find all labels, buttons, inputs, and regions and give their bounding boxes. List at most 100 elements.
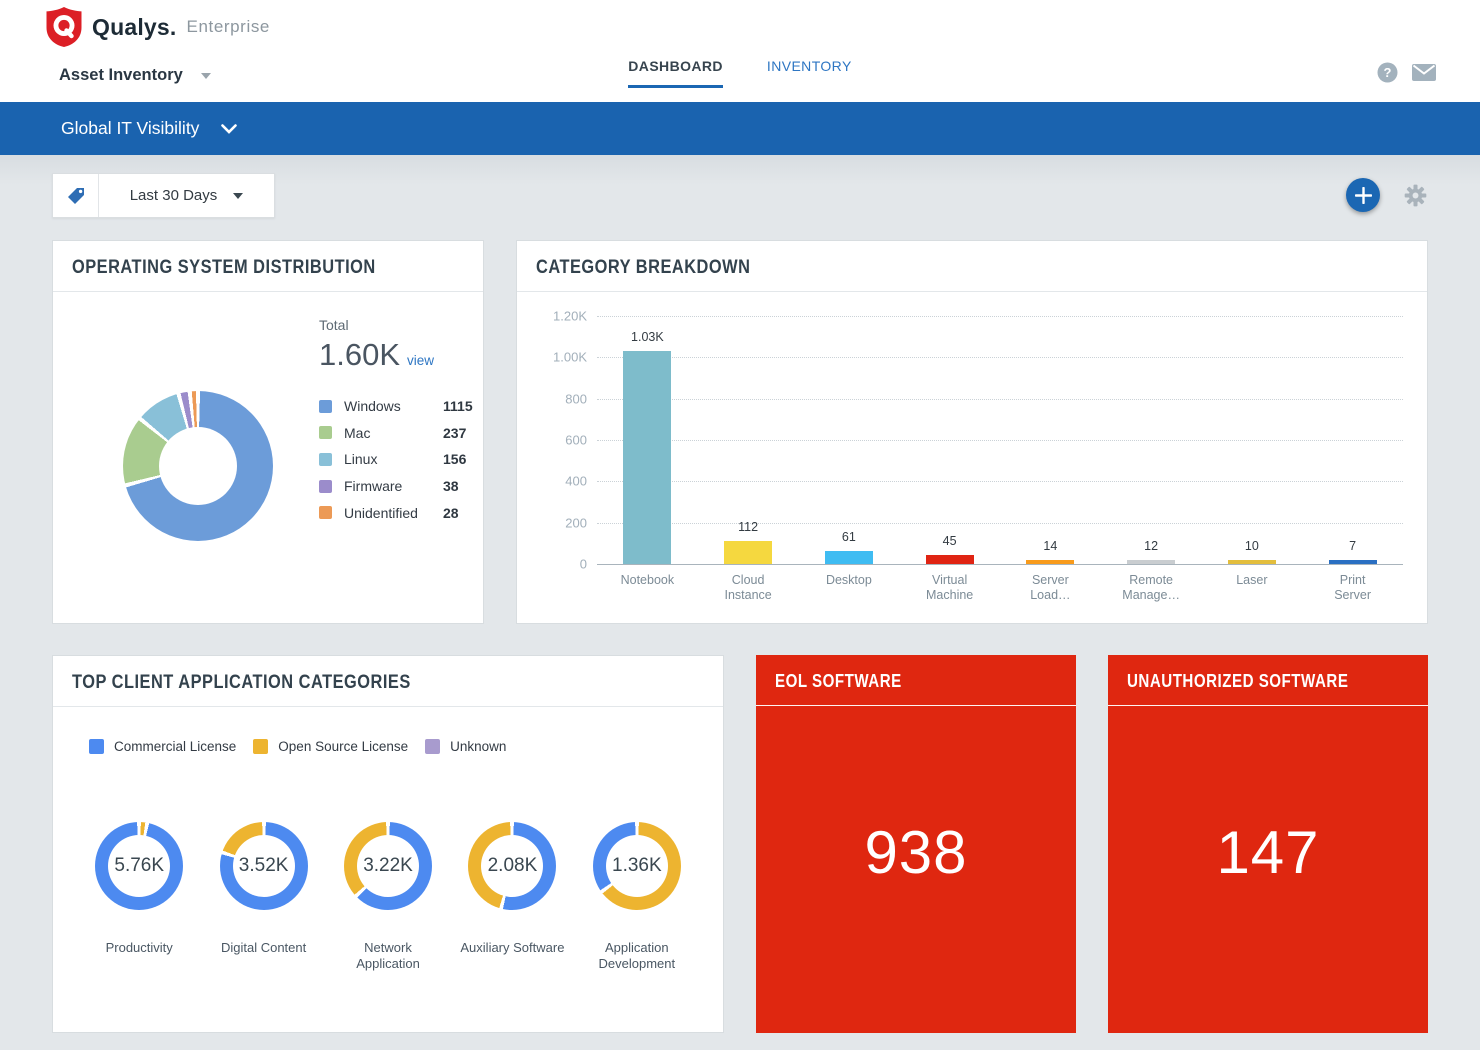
x-tick-label: Notebook [620, 573, 675, 587]
donut-label: Application Development [598, 940, 676, 971]
bar-column-server-load: 14 Server Load… [1000, 316, 1101, 602]
legend-swatch [319, 452, 332, 466]
module-picker[interactable]: Asset Inventory [59, 66, 211, 85]
os-donut-chart [123, 391, 273, 541]
category-breakdown-card: CATEGORY BREAKDOWN 1.20K 1.00K 800 600 400 20… [516, 240, 1428, 624]
y-tick-label: 400 [565, 473, 587, 489]
gridline [597, 564, 1403, 565]
plot-area: 1.03K Notebook 112 Cloud Instance 61 Desktop 45… [597, 316, 1403, 602]
bar [925, 554, 974, 564]
legend-swatch [319, 426, 332, 440]
mail-icon[interactable] [1412, 64, 1436, 81]
donut-value: 2.08K [481, 835, 544, 897]
brand: Qualys. Enterprise [45, 6, 270, 48]
gridline [597, 440, 1403, 441]
bar-value-label: 10 [1244, 539, 1259, 553]
legend-label: Unknown [450, 739, 507, 754]
gridline [597, 481, 1403, 483]
gridline [597, 398, 1403, 400]
dashboard-content: Last 30 Days OPERATING SYSTEM DISTRIBUTI… [0, 155, 1480, 1050]
x-tick-label: Cloud Instance [724, 573, 772, 602]
y-axis: 1.20K 1.00K 800 600 400 200 0 [531, 309, 587, 572]
chevron-down-icon [233, 192, 244, 199]
legend-swatch [253, 739, 269, 754]
tag-filter-button[interactable] [53, 174, 99, 217]
date-range-value: Last 30 Days [129, 187, 218, 204]
add-widget-button[interactable] [1346, 178, 1380, 212]
apps-legend: Commercial License Open Source License Unk… [89, 739, 523, 754]
total-value: 1.60K [319, 337, 401, 372]
gridline [597, 316, 1403, 317]
total-label: Total [319, 317, 349, 333]
brand-name: Qualys. [92, 13, 177, 40]
app-donut-chart: 5.76K [95, 822, 184, 910]
bar [1328, 560, 1377, 564]
bar-value-label: 1.03K [631, 330, 664, 345]
bar [824, 551, 873, 564]
top-client-apps-card: TOP CLIENT APPLICATION CATEGORIES Commer… [52, 655, 724, 1033]
tab-inventory[interactable]: INVENTORY [766, 58, 852, 74]
dashboard-picker-chevron-icon[interactable] [221, 123, 238, 134]
bar-column-virtual-machine: 45 Virtual Machine [899, 316, 1000, 602]
dashboard-banner: Global IT Visibility [0, 102, 1480, 155]
legend-label: Firmware [344, 478, 403, 495]
app-category-auxiliary software: 2.08K Auxiliary Software [450, 822, 574, 972]
legend-swatch [319, 479, 332, 493]
legend-item: Unidentified 28 [319, 499, 473, 526]
unauthorized-software-card: UNAUTHORIZED SOFTWARE 147 [1108, 655, 1428, 1033]
legend-value: 156 [443, 451, 467, 468]
bar [1127, 560, 1176, 564]
bar-value-label: 12 [1144, 539, 1159, 553]
bar-value-label: 14 [1043, 539, 1058, 553]
y-tick-label: 200 [565, 515, 587, 531]
app-category-productivity: 5.76K Productivity [77, 822, 201, 972]
y-tick-label: 800 [565, 391, 587, 407]
unauthorized-count: 147 [1216, 819, 1320, 886]
legend-item: Open Source License [253, 739, 408, 754]
legend-value: 28 [443, 504, 459, 521]
donut-label: Network Application [356, 940, 420, 971]
card-title: CATEGORY BREAKDOWN [517, 241, 1427, 292]
tab-dashboard[interactable]: DASHBOARD [628, 58, 723, 88]
legend-label: Mac [344, 424, 371, 441]
legend-value: 1115 [443, 398, 473, 415]
bar [623, 351, 672, 564]
help-icon[interactable]: ? [1377, 62, 1398, 83]
category-bar-chart: 1.20K 1.00K 800 600 400 200 0 1.03K Notebook 112… [531, 309, 1403, 602]
bar-column-desktop: 61 Desktop [799, 316, 900, 587]
legend-label: Open Source License [278, 739, 409, 754]
settings-button[interactable] [1404, 184, 1427, 212]
view-link[interactable]: view [407, 353, 435, 368]
legend-value: 237 [443, 424, 467, 441]
legend-item: Mac 237 [319, 420, 473, 447]
x-tick-label: Desktop [825, 573, 872, 587]
bar-value-label: 61 [841, 530, 856, 545]
donut-label: Auxiliary Software [460, 940, 565, 955]
dashboard-title: Global IT Visibility [61, 118, 200, 138]
donut-value: 3.52K [232, 835, 295, 897]
main-tabs: DASHBOARD INVENTORY [0, 58, 1480, 88]
bar [1026, 560, 1075, 564]
bar-value-label: 7 [1349, 539, 1357, 553]
app-category-application-development: 1.36K Application Development [575, 822, 699, 972]
x-tick-label: Remote Manage… [1122, 573, 1180, 602]
brand-edition: Enterprise [186, 17, 270, 36]
legend-item: Unknown [425, 739, 506, 754]
app-donut-chart: 3.52K [219, 822, 308, 910]
filter-bar: Last 30 Days [52, 173, 275, 218]
module-label: Asset Inventory [59, 66, 183, 84]
card-title: OPERATING SYSTEM DISTRIBUTION [53, 241, 483, 292]
bar [724, 540, 773, 564]
apps-donut-row: 5.76K Productivity 3.52K Digital Content 3.2… [77, 822, 699, 972]
legend-swatch [319, 506, 332, 520]
bar-column-remote-manage: 12 Remote Manage… [1101, 316, 1202, 602]
card-title: EOL SOFTWARE [756, 655, 1076, 706]
donut-hole [159, 427, 237, 505]
y-tick-label: 1.20K [553, 308, 587, 324]
app-donut-chart: 2.08K [468, 822, 557, 910]
date-range-select[interactable]: Last 30 Days [99, 174, 274, 217]
legend-label: Linux [344, 451, 378, 468]
tag-icon [67, 187, 84, 204]
qualys-logo-icon [46, 7, 82, 47]
donut-value: 1.36K [605, 835, 668, 897]
